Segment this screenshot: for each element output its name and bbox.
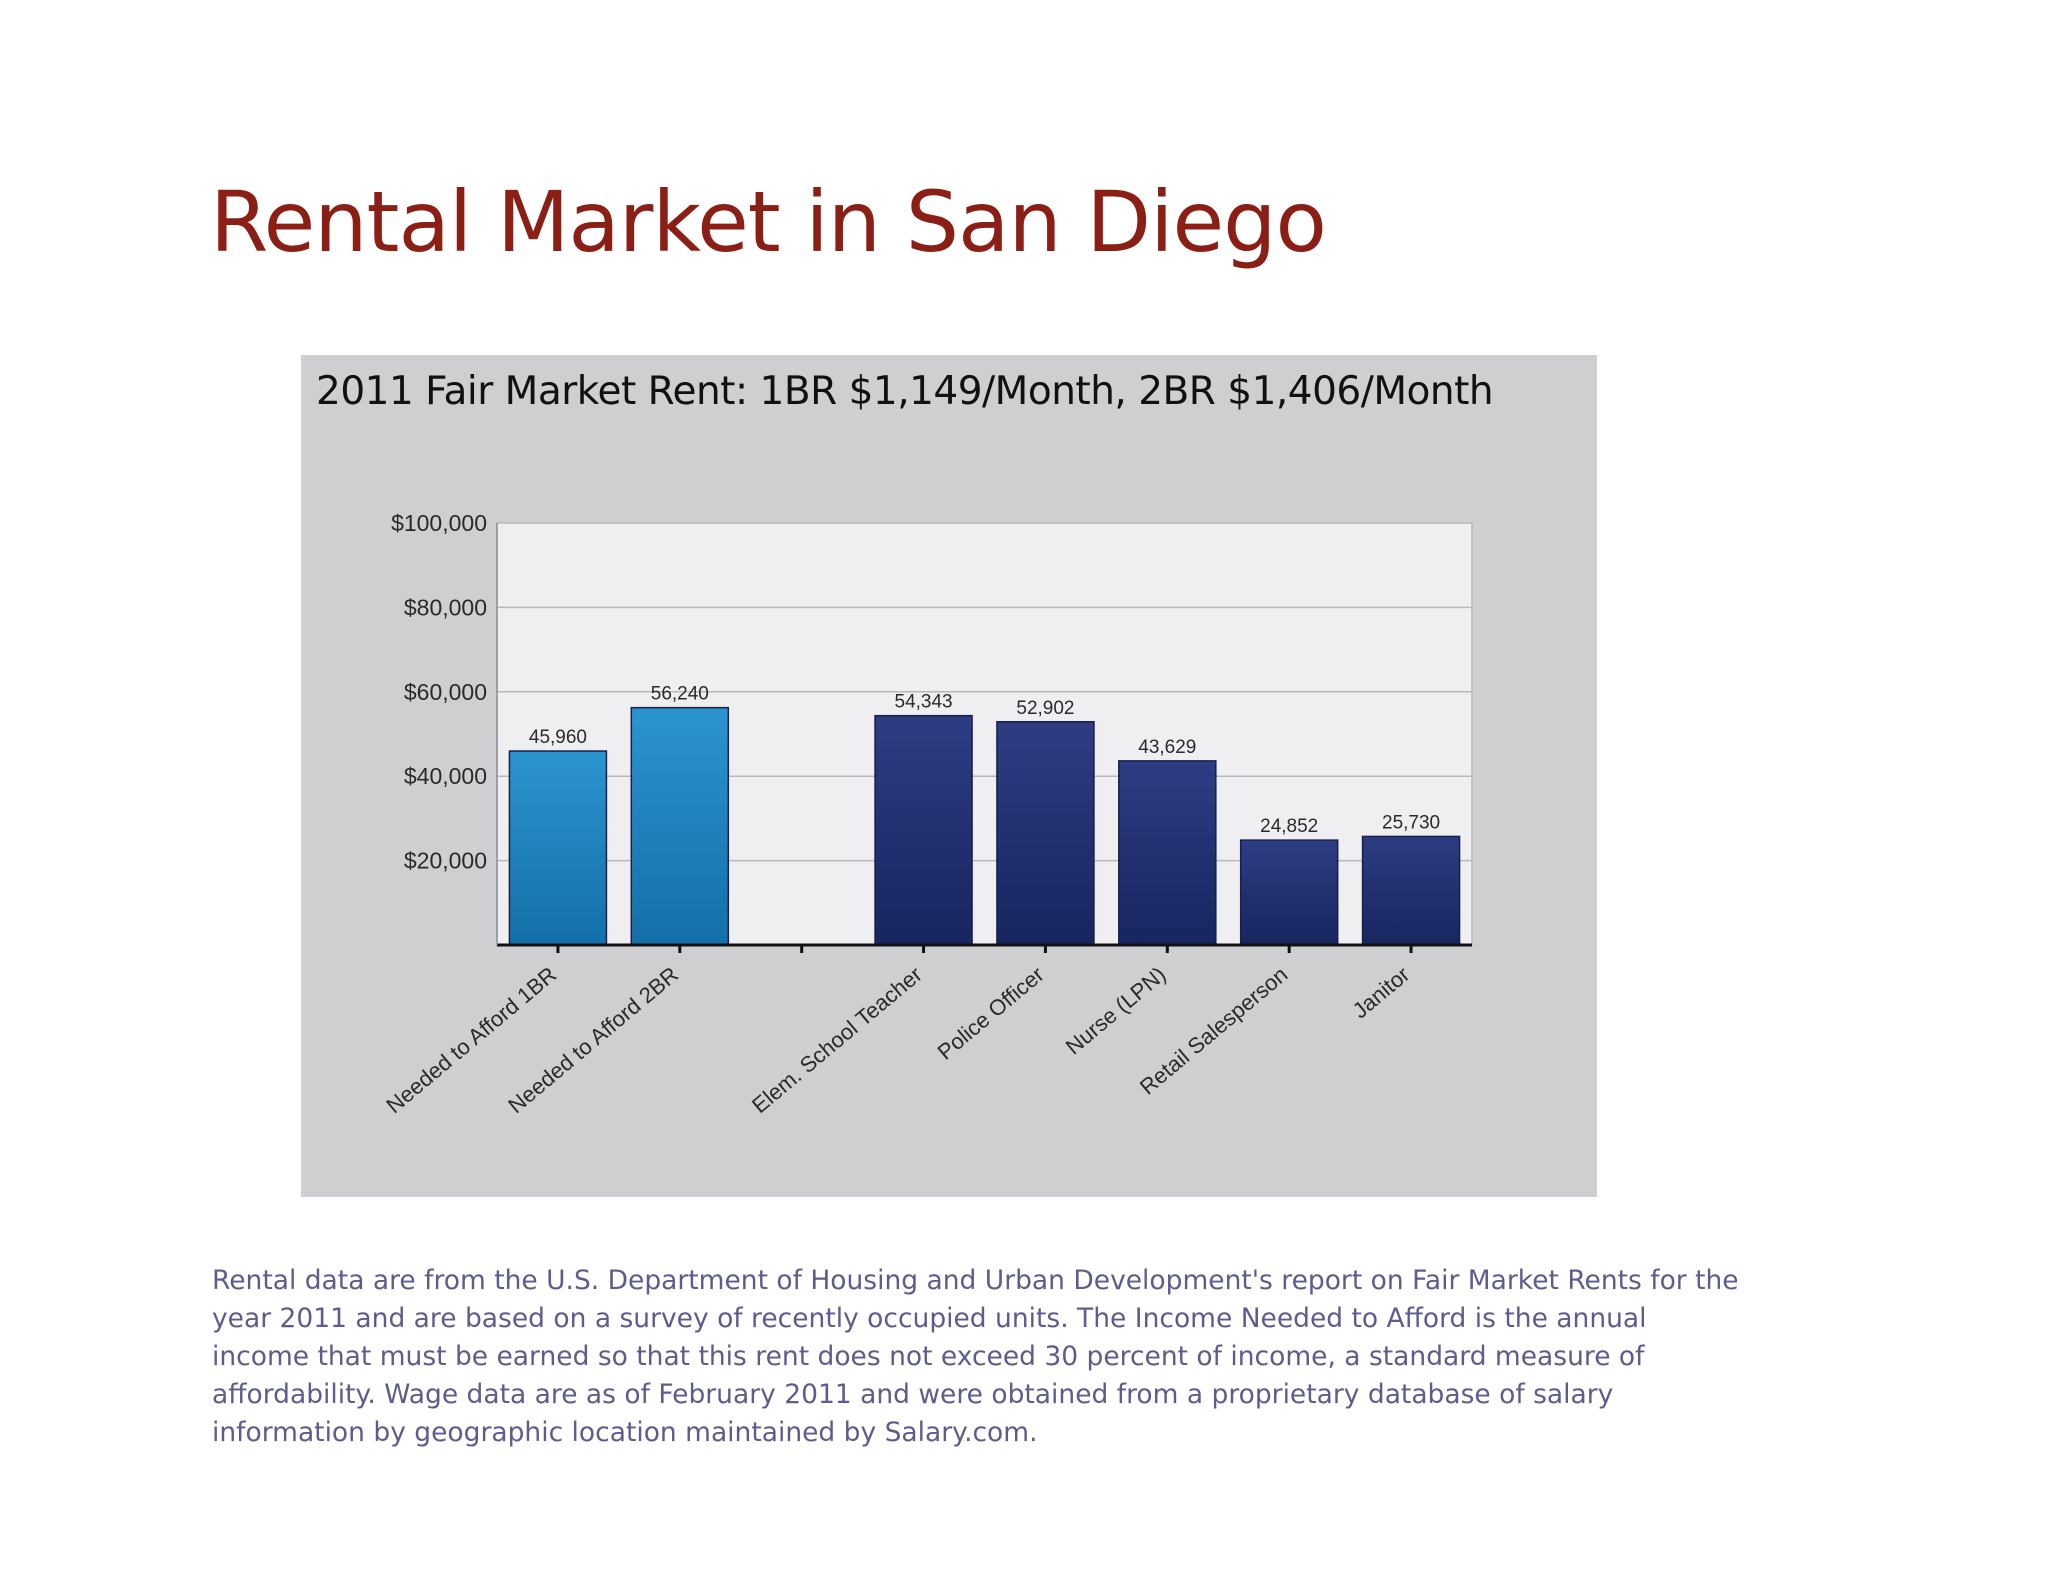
bar [1239,839,1339,946]
bar [1118,760,1217,946]
bar [630,706,730,946]
x-tick-label: Police Officer [933,962,1049,1065]
bar [874,714,973,946]
chart-panel: $20,000 $40,000 $60,000 $80,000 $100,000 45,9… [301,355,1597,1197]
y-tick-label: $20,000 [404,848,487,874]
bar [508,750,608,946]
x-tick-label: Elem. School Teacher [747,962,927,1118]
y-tick-label: $80,000 [404,594,487,620]
x-tick-label: Janitor [1348,962,1415,1024]
bar [996,721,1095,946]
data-label: 45,960 [529,727,587,748]
data-label: 54,343 [895,692,953,713]
y-tick-label: $100,000 [391,510,487,536]
data-label: 52,902 [1016,698,1074,719]
footnote-text: Rental data are from the U.S. Department… [212,1265,1739,1448]
chart-title: 2011 Fair Market Rent: 1BR $1,149/Month,… [316,369,1494,414]
slide-title: Rental Market in San Diego [210,173,1327,271]
bar-chart: $20,000 $40,000 $60,000 $80,000 $100,000 45,9… [381,510,1473,1118]
data-label: 25,730 [1382,812,1440,833]
y-tick-label: $40,000 [404,763,487,789]
y-tick-label: $60,000 [404,679,487,705]
x-tick-label: Nurse (LPN) [1061,962,1171,1060]
data-label: 56,240 [651,684,709,705]
data-label: 43,629 [1138,737,1196,758]
bar [1361,835,1461,946]
data-label: 24,852 [1260,816,1318,837]
